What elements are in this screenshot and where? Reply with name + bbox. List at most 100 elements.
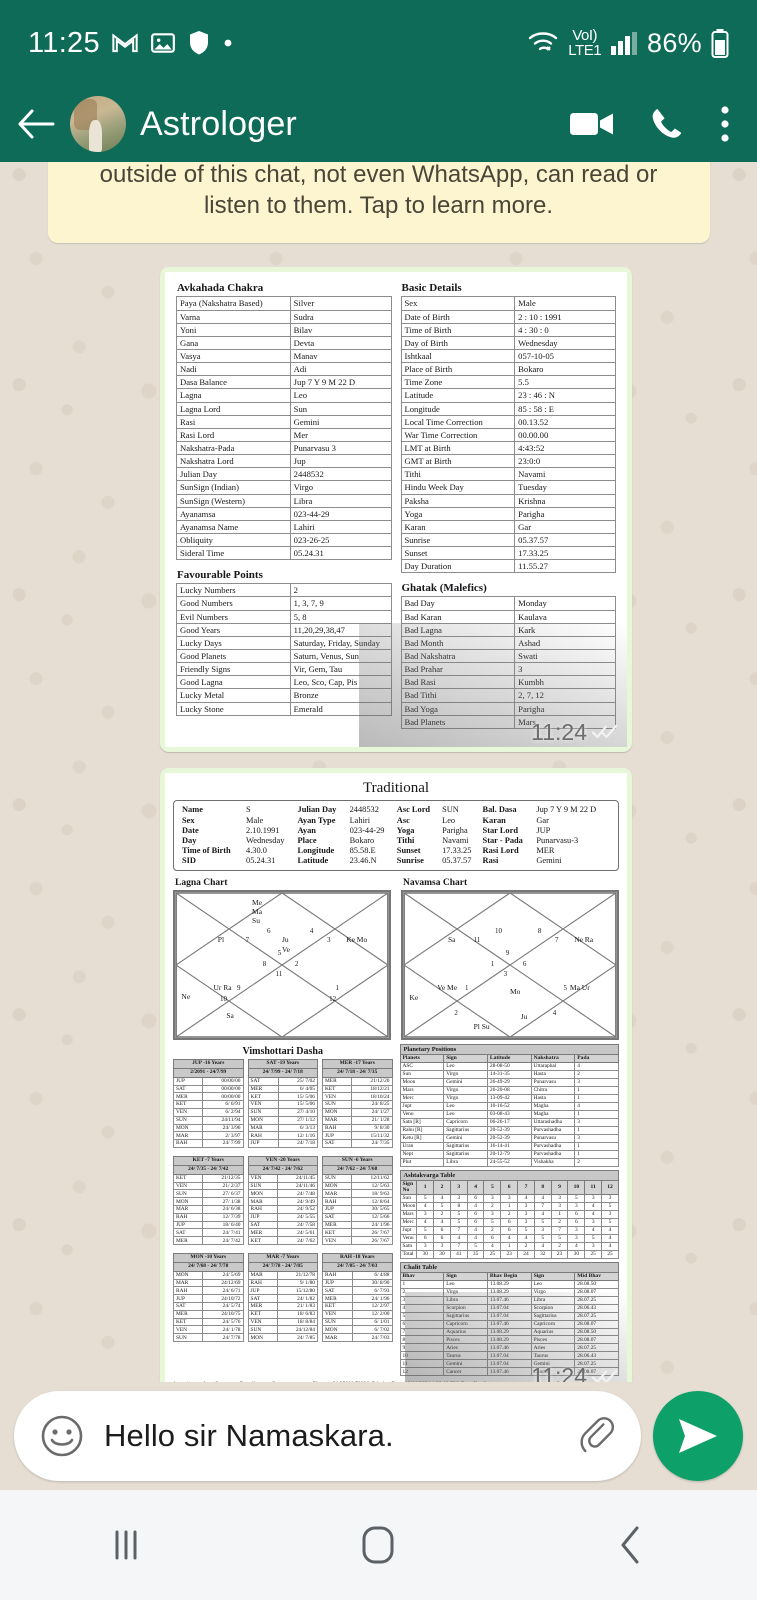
table-row: VEN 15/ 5/06 [247,1100,319,1109]
table-row: Sex Male [400,296,616,311]
table-cell: 4 [466,1225,485,1235]
table-cell: 1 [574,1093,619,1103]
field-label: Sex [182,815,195,825]
row-label: Bad Lagna [400,622,516,637]
row-label: Evil Numbers [176,609,291,624]
table-cell: Libra [530,1295,576,1305]
column-header: 3 [449,1179,468,1195]
paperclip-icon[interactable] [575,1415,617,1457]
dasha-lord: VEN [247,1100,279,1109]
status-bar-left: 11:25 [28,27,234,60]
message-row: Traditional Name S Julian Day 2448532 Asc Lo… [0,767,757,1382]
back-arrow-icon[interactable] [16,104,56,144]
table-row: SunSign (Western) Libra [176,493,392,508]
row-label: Lucky Numbers [176,583,291,598]
send-button[interactable] [653,1391,743,1481]
emoji-icon[interactable] [40,1414,84,1458]
row-value: 85 : 58 : E [514,401,616,416]
document-message-bubble[interactable]: Avkahada Chakra Paya (Nakshatra Based) Si… [160,267,632,752]
table-cell: 28.07.25 [574,1311,619,1321]
dasha-period-name: JUP -16 Years [173,1058,244,1069]
table-cell: 10-16-52 [486,1101,532,1111]
overflow-menu-icon[interactable] [719,105,731,143]
row-value: Saturn, Venus, Sun [289,648,392,664]
encryption-notice[interactable]: outside of this chat, not even WhatsApp,… [47,162,710,244]
table-row: VEN 18/10/24 [321,1092,393,1102]
chat-message-list[interactable]: outside of this chat, not even WhatsApp,… [0,162,757,1382]
row-value: Manav [289,348,392,364]
message-input-pill[interactable]: Hello sir Namaskara. [14,1391,641,1481]
vimshottari-dasha-block: Vimshottari Dasha JUP -16 Years 2/2091 - … [172,1044,393,1346]
row-value: 023-26-25 [289,532,392,548]
voice-call-icon[interactable] [649,106,685,142]
row-label: Bad Planets [400,714,516,729]
dasha-date: 9/ 1/80 [276,1278,319,1288]
table-row: Evil Numbers 5, 8 [176,609,392,624]
table-cell: 41 [449,1249,468,1259]
dasha-date: 6/ 6/91 [202,1100,244,1109]
row-value: Krishna [514,493,616,508]
column-header: Sign [443,1053,488,1063]
home-button[interactable] [318,1490,438,1600]
back-button[interactable] [571,1490,691,1600]
table-cell: 7 [533,1201,552,1211]
table-cell: Rahu [R] [399,1125,445,1135]
table-cell: 5 [399,1311,445,1321]
table-row: Dasa Balance Jup 7 Y 9 M 22 D [176,375,392,390]
signal-icon [610,30,638,56]
table-cell: 3 [433,1241,451,1251]
column-header: Bhav [399,1271,445,1281]
dasha-lord: RAH [172,1286,204,1296]
table-cell: 2 [399,1287,445,1297]
document-message-bubble[interactable]: Traditional Name S Julian Day 2448532 Asc Lo… [160,767,632,1382]
chat-contact-name[interactable]: Astrologer [140,104,297,143]
video-call-icon[interactable] [569,108,615,140]
table-cell: 4 [433,1217,451,1227]
row-value: 05.24.31 [289,546,392,561]
table-row: Vasya Manav [176,348,392,364]
row-label: Day Duration [400,559,516,574]
table-cell: Hasta [530,1069,576,1079]
send-icon [676,1416,720,1456]
table-cell: 25 [584,1249,603,1259]
table-cell: 4 [466,1201,485,1211]
table-row: Local Time Correction 00.13.52 [400,414,616,429]
dasha-lord: SUN [172,1333,204,1343]
dasha-lord: MER [247,1228,278,1238]
table-cell: Sagittarius [443,1149,488,1159]
dasha-period-range: 2/2091 - 24/7/99 [173,1067,244,1078]
table-cell: 3 [550,1201,569,1211]
field-label: Sunrise [396,856,424,866]
table-cell: 5 [533,1233,552,1243]
field-label: Date [182,825,199,835]
table-cell: Ketu [R] [399,1133,445,1143]
table-row: GMT at Birth 23:0:0 [400,454,616,469]
table-row: VEN 24/ 1/78 [172,1325,244,1335]
field-value: MER [536,846,555,856]
message-input-text[interactable]: Hello sir Namaskara. [104,1418,394,1453]
avatar[interactable] [70,96,126,152]
dasha-lord: SUN [247,1181,278,1191]
dasha-lord: MAR [172,1131,204,1141]
table-row: MER 21/ 1/83 [247,1302,319,1311]
row-value: Male [514,296,616,311]
table-row: Sideral Time 05.24.31 [176,546,392,561]
dasha-lord: KET [172,1173,204,1183]
table-row: Nadi Adi [176,362,392,377]
dasha-date: 24/ 5/69 [202,1270,244,1280]
table-row: Place of Birth Bokaro [400,362,616,377]
planetary-positions-block: Planetary Positions Planets Sign Latitude N… [399,1043,619,1167]
table-cell: 6 [433,1233,451,1243]
dasha-lord: SUN [321,1317,354,1327]
table-cell: Libra [443,1157,488,1167]
recents-button[interactable] [66,1490,186,1600]
dasha-date: 21/ 2/37 [202,1181,244,1191]
table-row: MAR 24/ 6/38 [172,1205,244,1214]
table-row: SunSign (Indian) Virgo [176,480,392,495]
row-label: Paya (Nakshatra Based) [176,296,291,311]
dasha-date: 24/ 3/96 [202,1123,244,1133]
table-row: Ketu [R] Gemini 20-52-39 Punarvasu 3 [399,1133,619,1143]
row-label: Day of Birth [400,335,516,351]
dasha-period-name: VEN -20 Years [247,1155,318,1166]
table-cell: Aries [443,1343,488,1353]
